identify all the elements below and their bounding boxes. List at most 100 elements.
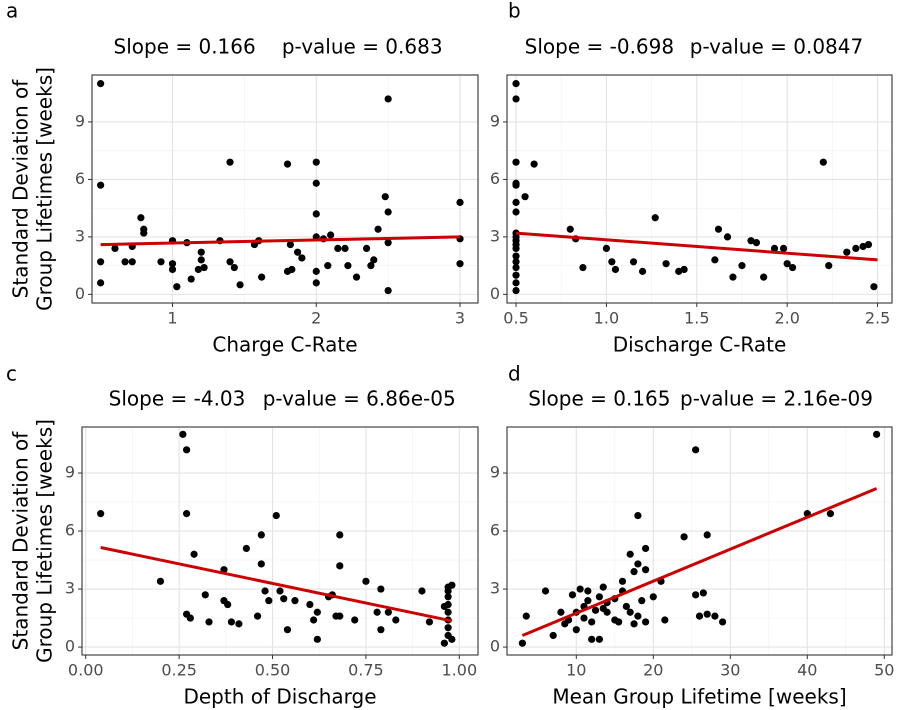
point xyxy=(512,244,520,252)
point xyxy=(444,600,452,609)
point xyxy=(634,612,642,620)
plot-border xyxy=(81,426,479,656)
point xyxy=(595,635,604,643)
point xyxy=(156,577,165,585)
point xyxy=(512,271,520,279)
point xyxy=(602,244,611,252)
annotation: Slope = 0.166 xyxy=(114,35,256,59)
point xyxy=(680,533,688,541)
point xyxy=(630,568,638,576)
y-tick-label: 6 xyxy=(75,169,85,188)
x-tick-label: 0.50 xyxy=(255,661,291,680)
point xyxy=(183,446,191,454)
point xyxy=(719,618,727,626)
point xyxy=(227,618,236,626)
point xyxy=(675,267,683,275)
x-tick-label: 3 xyxy=(455,309,465,328)
point xyxy=(313,635,321,643)
point xyxy=(205,618,213,626)
point xyxy=(819,158,827,166)
point xyxy=(272,511,280,520)
point xyxy=(293,248,302,256)
point xyxy=(638,267,647,275)
point xyxy=(843,248,851,256)
point xyxy=(179,430,187,438)
point xyxy=(622,602,630,611)
y-axis-title: Standard Deviation of xyxy=(9,79,33,299)
point xyxy=(588,635,596,643)
point xyxy=(226,158,234,166)
x-tick-label: 10 xyxy=(566,661,586,680)
panel-label: b xyxy=(508,0,521,23)
y-tick-label: 6 xyxy=(490,169,500,188)
point xyxy=(173,283,181,291)
point xyxy=(418,587,426,595)
point xyxy=(377,585,385,593)
point xyxy=(373,608,381,616)
point xyxy=(729,273,737,281)
point xyxy=(306,600,314,609)
x-tick-label: 1 xyxy=(167,309,177,328)
plot-border xyxy=(506,74,893,304)
point xyxy=(157,258,165,266)
point xyxy=(512,286,520,295)
point xyxy=(168,265,177,274)
point xyxy=(521,193,529,201)
point xyxy=(634,560,642,568)
point xyxy=(584,597,592,605)
point xyxy=(258,273,266,281)
point xyxy=(783,260,791,268)
x-tick-label: 2.5 xyxy=(865,309,890,328)
point xyxy=(276,587,284,595)
point xyxy=(187,275,195,283)
point xyxy=(97,510,105,518)
fit-line xyxy=(100,546,453,623)
point xyxy=(384,95,392,103)
x-tick-label: 0.00 xyxy=(68,661,104,680)
point xyxy=(121,258,129,266)
y-tick-label: 3 xyxy=(65,579,75,598)
point xyxy=(692,446,700,454)
point xyxy=(603,608,611,616)
point xyxy=(826,510,835,518)
point xyxy=(588,618,596,626)
x-tick-label: 30 xyxy=(720,661,740,680)
point xyxy=(512,158,520,166)
point xyxy=(362,577,370,585)
point xyxy=(97,258,105,266)
point xyxy=(97,80,105,88)
point xyxy=(512,198,520,207)
point xyxy=(352,273,361,281)
point xyxy=(374,225,382,233)
annotation: Slope = 0.165 xyxy=(528,387,670,411)
point xyxy=(557,608,565,616)
point xyxy=(448,635,456,643)
point xyxy=(253,612,262,620)
point xyxy=(703,610,711,618)
point xyxy=(298,254,306,262)
plot-background xyxy=(82,427,478,655)
point xyxy=(779,244,788,252)
x-tick-label: 20 xyxy=(643,661,663,680)
point xyxy=(870,283,878,291)
point xyxy=(638,597,646,605)
point xyxy=(770,244,779,252)
fit-line xyxy=(100,235,461,247)
point xyxy=(608,258,616,266)
point xyxy=(283,160,292,168)
point xyxy=(336,531,344,539)
point xyxy=(440,639,448,647)
point xyxy=(642,544,650,553)
point xyxy=(128,258,136,266)
y-tick-label: 0 xyxy=(75,284,85,303)
point xyxy=(651,214,659,222)
x-tick-label: 2.0 xyxy=(774,309,799,328)
point xyxy=(367,262,375,270)
x-tick-label: 40 xyxy=(797,661,817,680)
annotation: Slope = -4.03 xyxy=(109,387,246,411)
y-tick-label: 6 xyxy=(490,521,500,540)
point xyxy=(541,587,550,595)
point xyxy=(456,260,464,268)
point xyxy=(566,225,574,233)
point xyxy=(344,262,352,270)
